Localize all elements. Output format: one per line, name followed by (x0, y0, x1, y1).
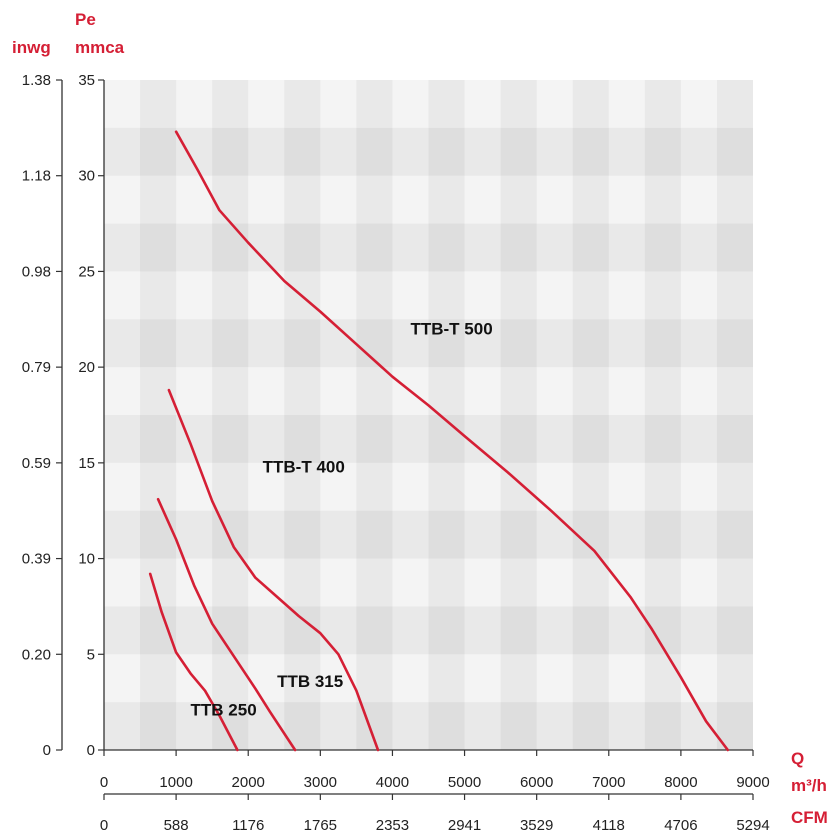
x-tick-label-cfm: 1176 (232, 817, 264, 833)
grid-column-band (500, 80, 537, 750)
x-unit-cfm: CFM (791, 808, 828, 827)
grid-row-band (104, 510, 753, 559)
x-tick-label-m3h: 2000 (232, 774, 265, 791)
x-tick-label-m3h: 5000 (448, 774, 481, 791)
grid-row-band (104, 223, 753, 272)
y-tick-label-mmca: 0 (87, 742, 95, 759)
label-ttb-250: TTB 250 (191, 701, 257, 720)
y-unit-pe: Pe (75, 10, 96, 29)
x-tick-label-m3h: 7000 (592, 774, 625, 791)
x-tick-label-m3h: 0 (100, 774, 108, 791)
y-unit-inwg: inwg (12, 38, 51, 57)
y-tick-label-inwg: 0.79 (22, 359, 51, 376)
axes (61, 80, 753, 795)
performance-curves (148, 130, 730, 752)
y-tick-label-inwg: 1.18 (22, 168, 51, 185)
x-tick-label-cfm: 5294 (736, 817, 769, 833)
y-ticks-mmca: 0 5 10 15 20 25 30 35 (78, 72, 104, 759)
y-tick-label-inwg: 0 (43, 742, 51, 759)
curve-ttb-t-500 (174, 130, 730, 752)
x-ticks-cfm: 0 588 1176 1765 2353 2941 3529 4118 4706 5294 (100, 794, 770, 833)
label-ttb-t-400: TTB-T 400 (263, 457, 345, 476)
grid-column-band (212, 80, 249, 750)
x-tick-label-cfm: 2353 (376, 817, 409, 833)
grid-bands (104, 80, 753, 750)
x-tick-label-cfm: 588 (164, 817, 189, 833)
x-tick-label-m3h: 4000 (376, 774, 409, 791)
curve-ttb-t-400 (167, 388, 380, 752)
y-tick-label-inwg: 0.20 (22, 646, 51, 663)
curve-ttb-250 (148, 572, 239, 752)
x-unit-q: Q (791, 749, 804, 768)
y-tick-label-inwg: 0.98 (22, 263, 51, 280)
x-tick-label-m3h: 8000 (664, 774, 697, 791)
x-tick-label-m3h: 9000 (736, 774, 769, 791)
y-tick-label-mmca: 20 (78, 359, 95, 376)
y-tick-label-mmca: 35 (78, 72, 95, 89)
label-ttb-t-500: TTB-T 500 (410, 320, 492, 339)
label-ttb-315: TTB 315 (277, 672, 343, 691)
grid-column-band (284, 80, 321, 750)
y-tick-label-mmca: 10 (78, 551, 95, 568)
x-unit-m3h: m³/h (791, 776, 827, 795)
grid-row-band (104, 127, 753, 176)
y-tick-label-mmca: 5 (87, 646, 95, 663)
y-tick-label-inwg: 0.59 (22, 455, 51, 472)
grid-row-band (104, 415, 753, 463)
grid-column-band (716, 80, 753, 750)
y-tick-label-inwg: 1.38 (22, 72, 51, 89)
grid-column-band (428, 80, 465, 750)
grid-row-band (104, 606, 753, 655)
curve-labels: TTB 250 TTB 315 TTB-T 400 TTB-T 500 (191, 320, 493, 720)
y-ticks-inwg: 0 0.20 0.39 0.59 0.79 0.98 1.18 1.38 (22, 72, 62, 759)
grid-row-band (104, 702, 753, 750)
grid-row-band (104, 319, 753, 368)
x-tick-label-cfm: 4118 (593, 817, 625, 833)
y-tick-label-mmca: 25 (78, 263, 95, 280)
curve-ttb-315 (156, 497, 297, 752)
x-tick-label-cfm: 3529 (520, 817, 553, 833)
y-tick-label-inwg: 0.39 (22, 551, 51, 568)
x-tick-label-cfm: 4706 (664, 817, 697, 833)
x-tick-label-m3h: 3000 (304, 774, 337, 791)
y-unit-mmca: mmca (75, 38, 125, 57)
x-ticks-m3h: 0 1000 2000 3000 4000 5000 6000 7000 8000 9000 (100, 750, 770, 791)
x-tick-label-m3h: 1000 (159, 774, 192, 791)
x-tick-label-cfm: 2941 (448, 817, 481, 833)
x-tick-label-cfm: 0 (100, 817, 108, 833)
y-tick-label-mmca: 30 (78, 168, 95, 185)
y-tick-label-mmca: 15 (78, 455, 95, 472)
grid-column-band (644, 80, 681, 750)
x-tick-label-m3h: 6000 (520, 774, 553, 791)
x-tick-label-cfm: 1765 (304, 817, 337, 833)
grid-column-band (572, 80, 609, 750)
grid-column-band (356, 80, 393, 750)
